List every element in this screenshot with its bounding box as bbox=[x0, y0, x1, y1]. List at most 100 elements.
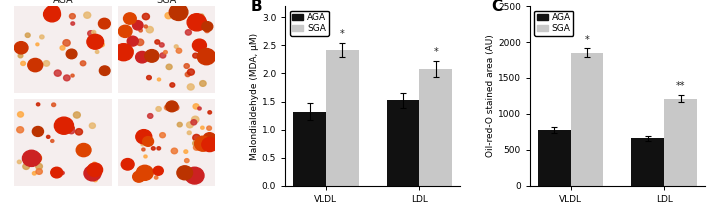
Circle shape bbox=[169, 4, 188, 20]
Circle shape bbox=[197, 48, 216, 65]
Circle shape bbox=[70, 126, 74, 130]
Bar bbox=[570, 53, 603, 186]
Text: **: ** bbox=[676, 81, 686, 91]
Circle shape bbox=[71, 74, 74, 77]
Text: C: C bbox=[491, 0, 503, 14]
Circle shape bbox=[192, 116, 199, 123]
Circle shape bbox=[73, 112, 80, 118]
Circle shape bbox=[76, 143, 91, 157]
Circle shape bbox=[127, 36, 138, 46]
Circle shape bbox=[32, 126, 43, 136]
Circle shape bbox=[18, 54, 23, 58]
Legend: AGA, SGA: AGA, SGA bbox=[290, 11, 329, 36]
Circle shape bbox=[54, 70, 61, 76]
Circle shape bbox=[160, 53, 166, 58]
Circle shape bbox=[144, 155, 147, 158]
Circle shape bbox=[159, 43, 164, 47]
Circle shape bbox=[28, 58, 43, 72]
Circle shape bbox=[177, 166, 192, 180]
Circle shape bbox=[121, 159, 134, 170]
Circle shape bbox=[88, 163, 103, 177]
Circle shape bbox=[157, 147, 161, 150]
Circle shape bbox=[136, 52, 149, 63]
Circle shape bbox=[177, 122, 182, 127]
Circle shape bbox=[208, 111, 211, 114]
Y-axis label: Malondialdehyde (MDA, μM): Malondialdehyde (MDA, μM) bbox=[250, 32, 259, 160]
Circle shape bbox=[46, 5, 60, 18]
Circle shape bbox=[93, 178, 97, 182]
Bar bbox=[326, 50, 359, 186]
Circle shape bbox=[33, 171, 36, 175]
Circle shape bbox=[93, 162, 96, 165]
Circle shape bbox=[136, 130, 152, 144]
Circle shape bbox=[46, 135, 50, 138]
Circle shape bbox=[142, 137, 154, 146]
Circle shape bbox=[187, 84, 194, 90]
Circle shape bbox=[164, 105, 169, 110]
Circle shape bbox=[192, 39, 206, 52]
Circle shape bbox=[60, 46, 65, 50]
Circle shape bbox=[204, 28, 209, 33]
Circle shape bbox=[54, 117, 73, 134]
Circle shape bbox=[187, 69, 194, 75]
Circle shape bbox=[165, 13, 172, 19]
Circle shape bbox=[132, 21, 143, 30]
Circle shape bbox=[145, 49, 159, 62]
Bar bbox=[419, 69, 452, 186]
Circle shape bbox=[95, 50, 99, 53]
Circle shape bbox=[52, 103, 56, 107]
Circle shape bbox=[185, 72, 190, 77]
Circle shape bbox=[193, 104, 199, 109]
Circle shape bbox=[51, 140, 54, 142]
Circle shape bbox=[63, 40, 70, 46]
Circle shape bbox=[87, 34, 103, 49]
Circle shape bbox=[198, 107, 201, 110]
Circle shape bbox=[126, 19, 132, 24]
Circle shape bbox=[16, 127, 23, 133]
Circle shape bbox=[43, 7, 61, 22]
Circle shape bbox=[23, 163, 29, 169]
Circle shape bbox=[132, 171, 145, 182]
Circle shape bbox=[159, 133, 165, 138]
Circle shape bbox=[147, 114, 153, 118]
Legend: AGA, SGA: AGA, SGA bbox=[535, 11, 573, 36]
Circle shape bbox=[166, 101, 178, 112]
Circle shape bbox=[17, 160, 21, 164]
Title: SGA: SGA bbox=[157, 0, 177, 5]
Circle shape bbox=[152, 147, 155, 150]
Circle shape bbox=[155, 176, 158, 179]
Circle shape bbox=[191, 120, 197, 125]
Text: *: * bbox=[585, 35, 590, 44]
Circle shape bbox=[198, 45, 205, 51]
Circle shape bbox=[137, 165, 153, 180]
Circle shape bbox=[194, 136, 211, 151]
Circle shape bbox=[127, 43, 130, 45]
Circle shape bbox=[84, 166, 101, 181]
Text: *: * bbox=[340, 29, 345, 39]
Circle shape bbox=[193, 53, 198, 58]
Circle shape bbox=[194, 145, 199, 150]
Circle shape bbox=[201, 126, 204, 129]
Circle shape bbox=[51, 167, 63, 178]
Circle shape bbox=[155, 40, 159, 44]
Bar bbox=[664, 99, 697, 186]
Circle shape bbox=[184, 159, 189, 163]
Circle shape bbox=[201, 138, 218, 152]
Circle shape bbox=[184, 150, 188, 153]
Circle shape bbox=[185, 30, 192, 35]
Text: A: A bbox=[14, 6, 26, 21]
Title: AGA: AGA bbox=[53, 0, 73, 5]
Circle shape bbox=[137, 39, 144, 45]
Circle shape bbox=[130, 49, 133, 52]
Circle shape bbox=[142, 13, 150, 20]
Circle shape bbox=[171, 148, 177, 154]
Circle shape bbox=[40, 35, 44, 39]
Text: VLDL: VLDL bbox=[16, 55, 41, 65]
Circle shape bbox=[187, 122, 193, 128]
Y-axis label: Oil-red-O stained area (AU): Oil-red-O stained area (AU) bbox=[486, 35, 495, 157]
Circle shape bbox=[176, 48, 182, 53]
Circle shape bbox=[70, 14, 75, 19]
Circle shape bbox=[164, 50, 167, 54]
Text: *: * bbox=[434, 47, 438, 57]
Circle shape bbox=[191, 15, 196, 19]
